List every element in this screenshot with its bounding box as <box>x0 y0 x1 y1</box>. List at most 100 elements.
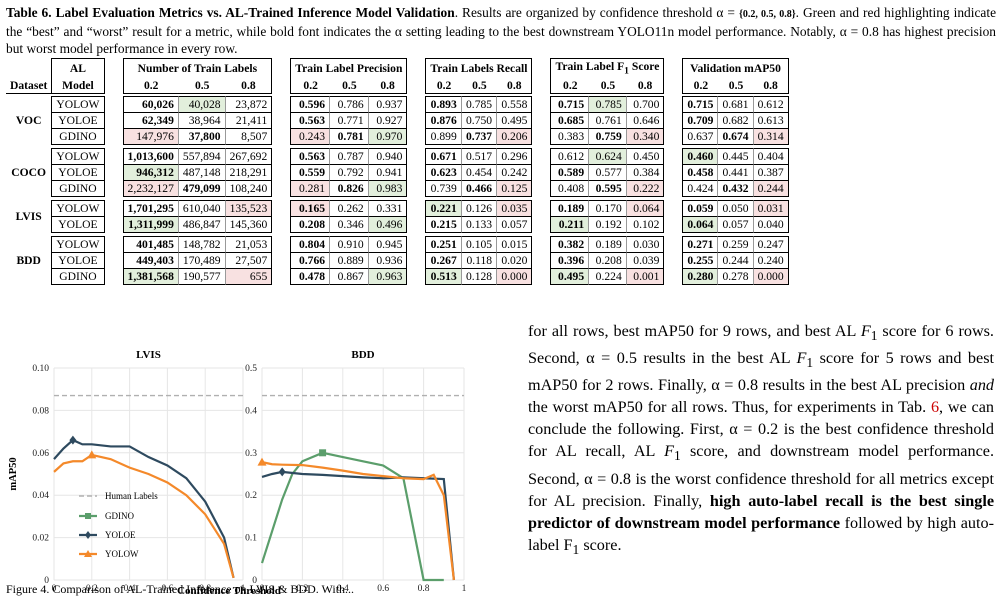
table-cell: 1,381,568 <box>122 269 179 286</box>
header-threshold: 0.8 <box>225 78 273 95</box>
legend-label-yolow: YOLOW <box>105 549 139 559</box>
x-tick-label: 0.4 <box>337 584 349 594</box>
caption-label: Table 6. <box>6 5 52 20</box>
table-cell: 0.910 <box>330 236 369 254</box>
table-cell: 0.040 <box>753 217 789 234</box>
table-cell: 0.766 <box>290 253 331 270</box>
table-ref-link[interactable]: 6 <box>930 398 940 417</box>
caption-alpha: α = 0.8 <box>839 24 879 39</box>
series-line-gdino <box>260 451 444 582</box>
table-cell: 0.889 <box>330 253 369 270</box>
table-cell: 38,964 <box>178 113 226 130</box>
table-cell: 557,894 <box>178 148 226 166</box>
y-tick-label: 0.1 <box>245 534 257 544</box>
header-dataset-blank <box>6 58 51 78</box>
table-cell: 0.408 <box>550 181 590 198</box>
table-cell: 0.596 <box>290 96 331 114</box>
table-cell: 60,026 <box>122 96 179 114</box>
y-tick-label: 0 <box>44 576 49 586</box>
table-cell: 0.646 <box>626 113 665 130</box>
table-cell: 0.189 <box>589 236 627 254</box>
header-threshold: 0.2 <box>682 78 719 95</box>
table-cell: 0.057 <box>497 217 533 234</box>
table-cell: 0.064 <box>682 217 719 234</box>
table-cell: 0.466 <box>461 181 498 198</box>
table-cell: 0.064 <box>626 200 665 218</box>
body-paragraph: for all rows, best mAP50 for 9 rows, and… <box>528 322 995 557</box>
table-cell: 1,013,600 <box>122 148 179 166</box>
y-tick-label: 0.2 <box>245 491 257 501</box>
table-cell: 21,411 <box>225 113 273 130</box>
table-cell: 0.259 <box>718 236 754 254</box>
legend-label-yoloe: YOLOE <box>105 530 136 540</box>
table-cell: 0.000 <box>753 269 789 286</box>
table-cell: 0.030 <box>626 236 665 254</box>
table-cell: 148,782 <box>178 236 226 254</box>
table-cell: 0.613 <box>753 113 789 130</box>
marker-yolow <box>87 450 97 459</box>
dataset-name: COCO <box>11 166 47 180</box>
legend-human-label: Human Labels <box>105 491 158 501</box>
table-cell: 0.876 <box>425 113 462 130</box>
legend-marker <box>84 550 92 557</box>
table-row: BDD YOLOW 401,485 148,782 21,053 0.804 0.910 0.… <box>6 236 789 267</box>
table-cell: 0.785 <box>461 96 498 114</box>
table-cell: 1,311,999 <box>122 217 179 234</box>
x-tick-label: 0 <box>52 584 57 594</box>
table-cell: 0.281 <box>290 181 331 198</box>
table-cell: 0.458 <box>682 165 719 182</box>
header-group: Validation mAP50 <box>682 58 789 79</box>
y-tick-label: 0 <box>252 576 257 586</box>
model-name: YOLOW <box>51 200 105 218</box>
table-cell: 0.781 <box>330 129 369 146</box>
table-cell: 610,040 <box>178 200 226 218</box>
table-row: YOLOE 946,312 487,148 218,291 0.559 0.792 0.94… <box>6 165 789 182</box>
table-cell: 0.242 <box>497 165 533 182</box>
table-cell: 0.206 <box>497 129 533 146</box>
table-cell: 0.682 <box>718 113 754 130</box>
table-cell: 0.208 <box>589 253 627 270</box>
figure-caption: Figure 4. Comparison of AL-Trained Infer… <box>6 582 355 596</box>
model-name: GDINO <box>51 181 105 198</box>
table-row: COCO YOLOW 1,013,600 557,894 267,692 0.563 0.7… <box>6 148 789 179</box>
table-cell: 0.559 <box>290 165 331 182</box>
table-cell: 23,872 <box>225 96 273 114</box>
header-threshold: 0.2 <box>425 78 462 95</box>
table-cell: 0.015 <box>497 236 533 254</box>
table-cell: 135,523 <box>225 200 273 218</box>
marker-gdino <box>319 449 327 457</box>
y-tick-label: 0.5 <box>245 364 257 374</box>
table-cell: 0.945 <box>368 236 408 254</box>
table-cell: 145,360 <box>225 217 273 234</box>
marker-yoloe <box>69 435 77 445</box>
table-cell: 0.031 <box>753 200 789 218</box>
table-cell: 0.251 <box>425 236 462 254</box>
table-cell: 40,028 <box>178 96 226 114</box>
header-threshold: 0.5 <box>718 78 754 95</box>
x-tick-label: 1 <box>462 584 467 594</box>
table-cell: 0.039 <box>626 253 665 270</box>
table-cell: 0.280 <box>682 269 719 286</box>
table-cell: 0.759 <box>589 129 627 146</box>
table-cell: 0.208 <box>290 217 331 234</box>
table-cell: 0.133 <box>461 217 498 234</box>
table-cell: 0.165 <box>290 200 331 218</box>
y-tick-label: 0.02 <box>32 534 49 544</box>
table-cell: 0.384 <box>626 165 665 182</box>
x-tick-label: 0.2 <box>86 584 98 594</box>
table-cell: 0.441 <box>718 165 754 182</box>
table-cell: 0.445 <box>718 148 754 166</box>
table-cell: 0.244 <box>753 181 789 198</box>
table-cell: 1,701,295 <box>122 200 179 218</box>
table-row: YOLOE 62,349 38,964 21,411 0.563 0.771 0.927 0.… <box>6 113 789 130</box>
y-tick-label: 0.4 <box>245 406 257 416</box>
table-cell: 0.262 <box>330 200 369 218</box>
header-model: Model <box>51 78 105 95</box>
table-cell: 401,485 <box>122 236 179 254</box>
table-cell: 0.495 <box>550 269 590 286</box>
y-tick-label: 0.08 <box>32 406 49 416</box>
table-cell: 0.035 <box>497 200 533 218</box>
table-cell: 0.715 <box>550 96 590 114</box>
table-cell: 0.478 <box>290 269 331 286</box>
caption-set: {0.2, 0.5, 0.8} <box>738 9 796 20</box>
